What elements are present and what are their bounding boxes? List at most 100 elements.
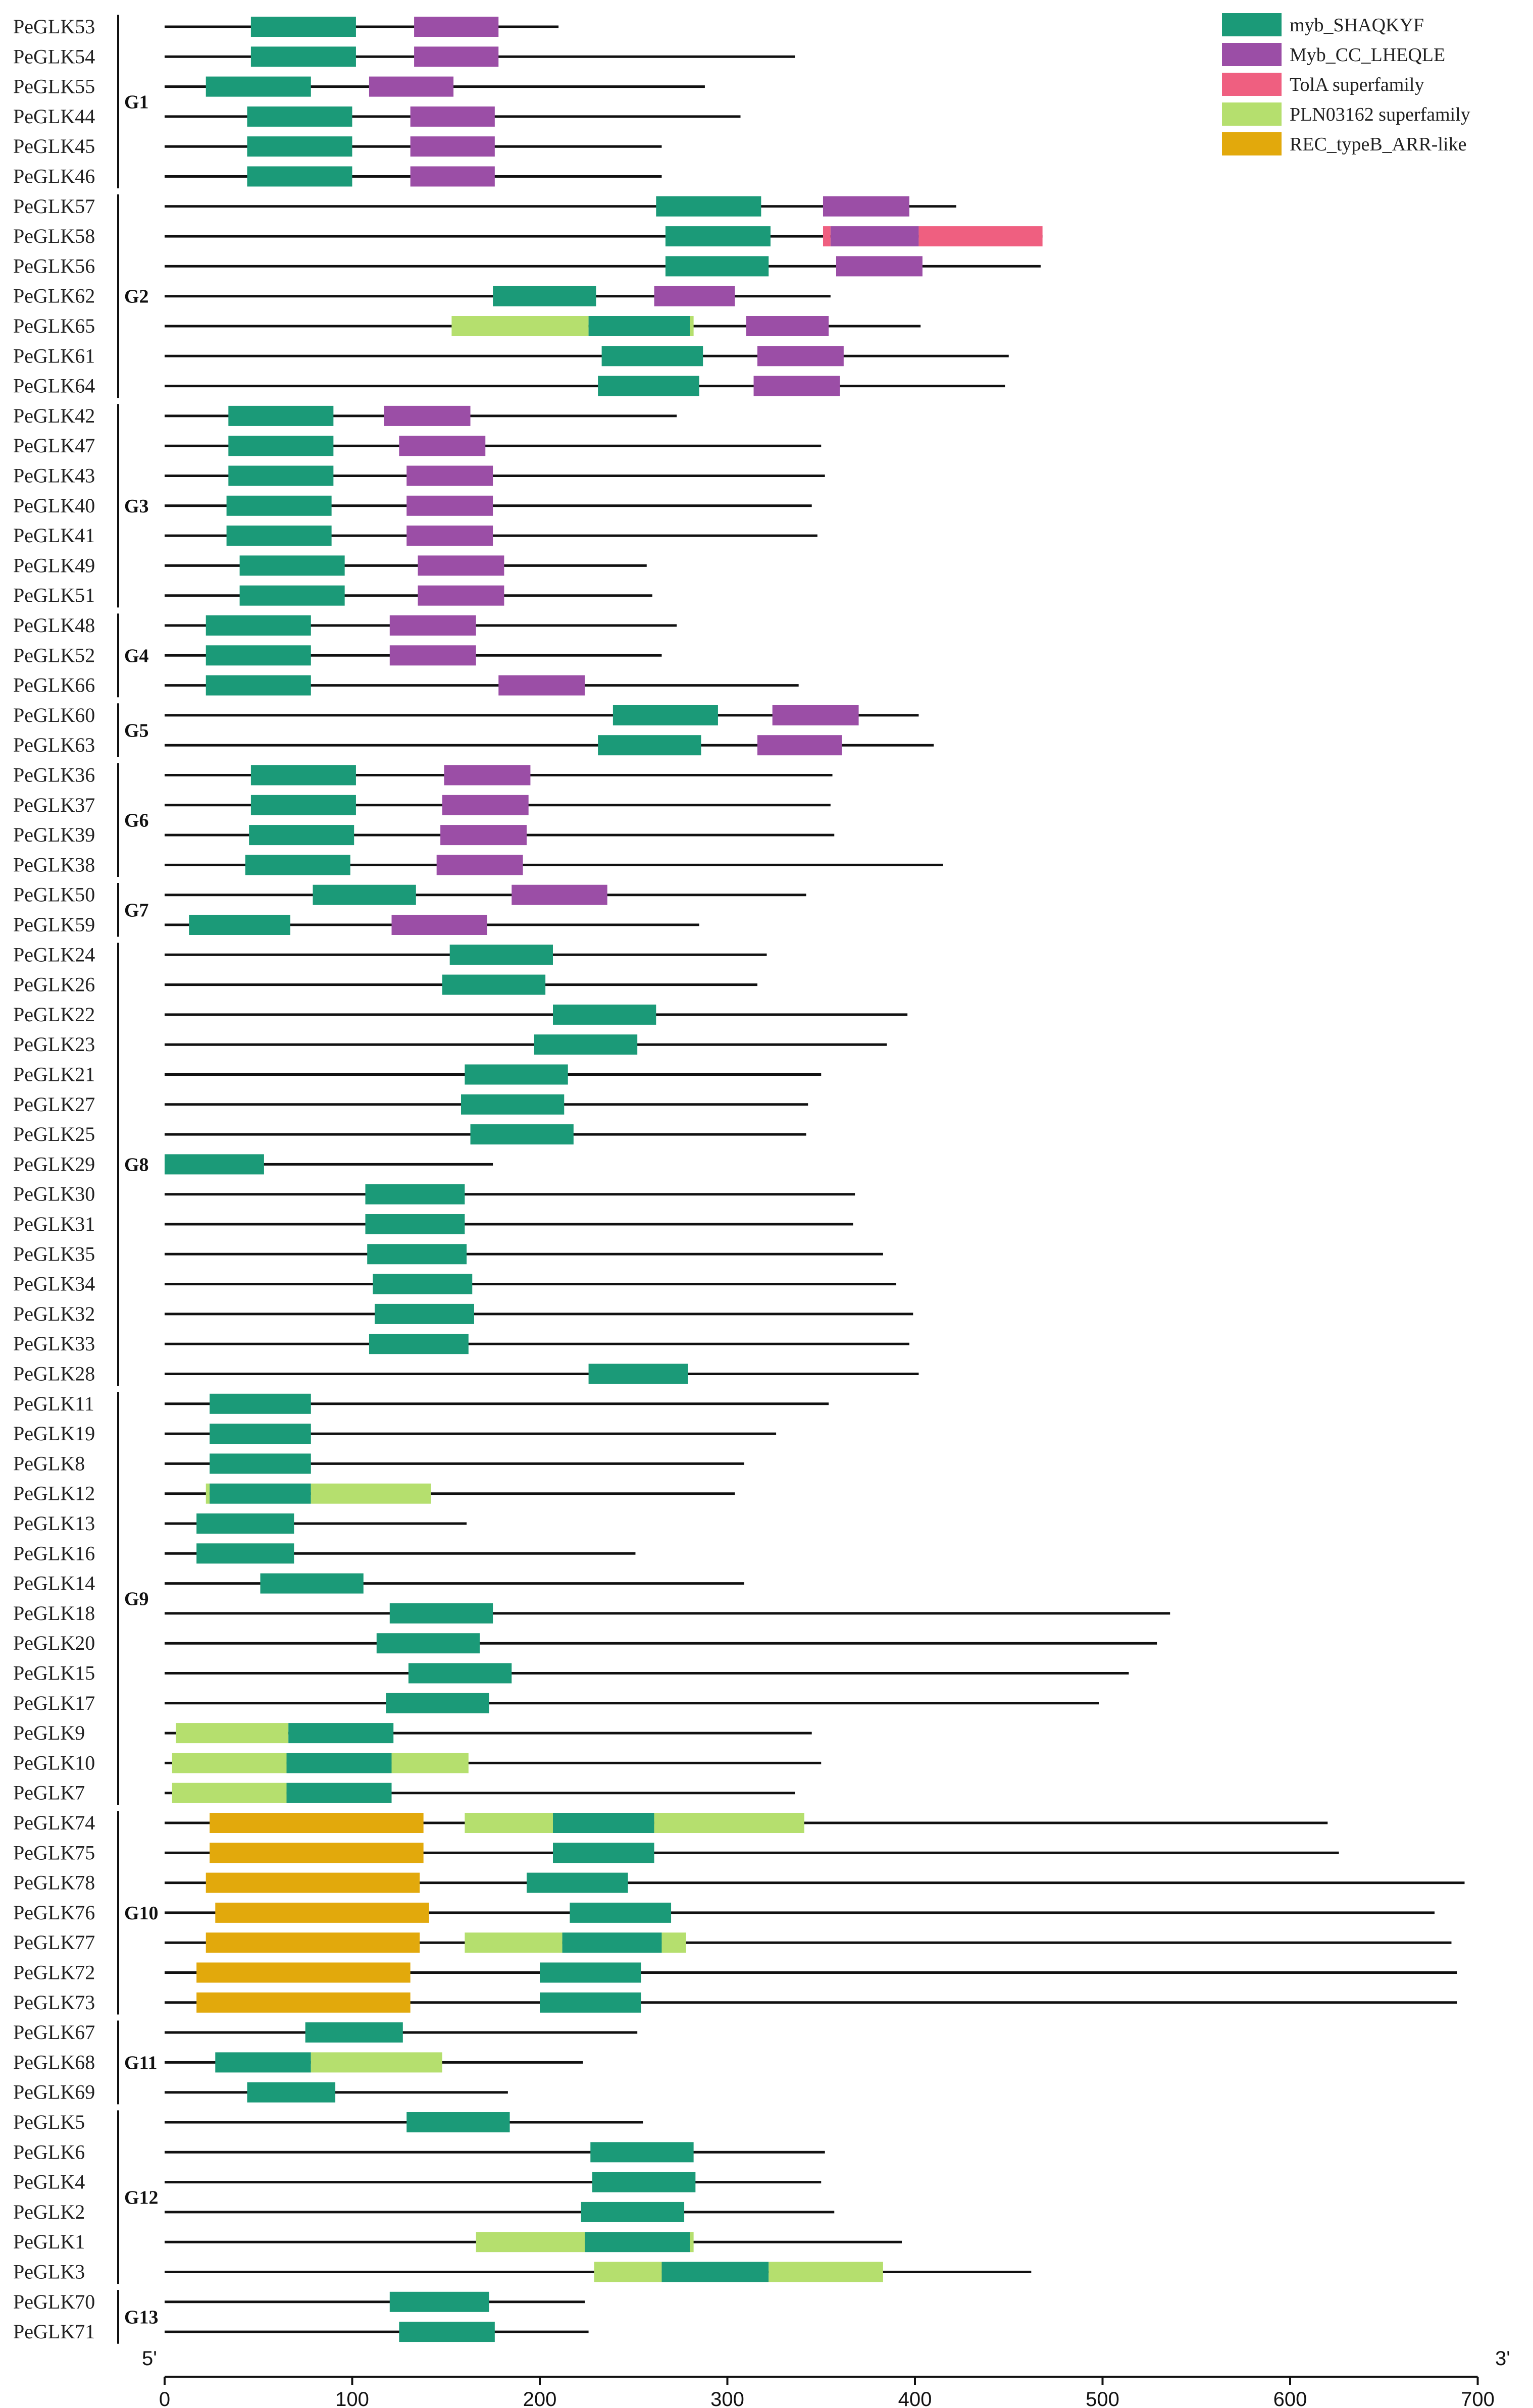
domain-bar-myb	[406, 2112, 510, 2132]
domain-bar-myb	[210, 1453, 311, 1474]
x-axis: 5' 3' 0 100 200 300 400 500 600 700	[142, 2347, 1510, 2408]
gene-row: PeGLK45	[13, 135, 662, 158]
gene-label: PeGLK48	[13, 614, 95, 637]
domain-bar-myb	[239, 585, 345, 606]
domain-bar-myb	[598, 376, 699, 396]
gene-label: PeGLK29	[13, 1153, 95, 1175]
gene-label: PeGLK76	[13, 1901, 95, 1924]
domain-bar-myb	[553, 1004, 656, 1025]
domain-bar-myb	[228, 436, 334, 456]
gene-label: PeGLK38	[13, 853, 95, 876]
gene-label: PeGLK56	[13, 254, 95, 277]
gene-label: PeGLK44	[13, 105, 95, 128]
gene-row: PeGLK23	[13, 1033, 887, 1056]
domain-bar-cc	[414, 17, 499, 37]
gene-row: PeGLK36	[13, 764, 833, 787]
gene-row: PeGLK12	[13, 1482, 735, 1505]
x-tick-label: 0	[159, 2388, 170, 2408]
domain-bar-cc	[369, 76, 454, 97]
group-bracket: G6	[117, 763, 149, 877]
gene-label: PeGLK53	[13, 15, 95, 38]
gene-row: PeGLK51	[13, 584, 652, 607]
domain-bar-cc	[512, 884, 607, 905]
gene-row: PeGLK48	[13, 614, 677, 637]
gene-row: PeGLK64	[13, 375, 1005, 397]
domain-bar-myb	[165, 1154, 264, 1175]
gene-label: PeGLK33	[13, 1332, 95, 1355]
domain-bar-pln	[311, 1483, 431, 1504]
group-label: G12	[124, 2187, 159, 2208]
gene-label: PeGLK3	[13, 2261, 85, 2283]
gene-label: PeGLK17	[13, 1692, 95, 1714]
group-bracket: G2	[117, 194, 149, 398]
domain-bar-pln	[690, 316, 694, 336]
domain-bar-myb	[588, 316, 690, 336]
gene-row: PeGLK37	[13, 794, 831, 816]
domain-bar-myb	[250, 765, 356, 786]
gene-label: PeGLK61	[13, 344, 95, 367]
domain-bar-cc	[418, 555, 504, 576]
domain-bar-cc	[418, 585, 504, 606]
axis-5prime-label: 5'	[142, 2347, 157, 2370]
domain-bar-myb	[247, 106, 352, 127]
gene-label: PeGLK31	[13, 1213, 95, 1235]
domain-bar-myb	[570, 1902, 672, 1923]
domain-bar-pln	[654, 1813, 804, 1833]
x-tick-label: 400	[898, 2388, 932, 2408]
domain-bar-myb	[585, 2232, 690, 2253]
group-bracket: G11	[117, 2020, 157, 2105]
domain-bar-myb	[247, 2082, 336, 2103]
domain-bar-myb	[592, 2172, 696, 2192]
domain-bar-myb	[562, 1932, 662, 1953]
gene-label: PeGLK35	[13, 1242, 95, 1265]
domain-bar-myb	[540, 1992, 641, 2013]
domain-bar-myb	[206, 76, 311, 97]
gene-label: PeGLK4	[13, 2171, 85, 2193]
legend-label: TolA superfamily	[1290, 74, 1424, 95]
gene-label: PeGLK64	[13, 375, 95, 397]
gene-row: PeGLK38	[13, 853, 943, 876]
gene-row: PeGLK41	[13, 524, 817, 547]
domain-bar-cc	[442, 795, 529, 815]
domain-bar-pln	[172, 1783, 287, 1803]
gene-label: PeGLK15	[13, 1662, 95, 1685]
domain-bar-myb	[196, 1513, 294, 1534]
gene-row: PeGLK26	[13, 973, 757, 996]
gene-row: PeGLK47	[13, 434, 822, 457]
gene-row: PeGLK74	[13, 1811, 1328, 1834]
domain-bar-cc	[654, 286, 735, 306]
group-bracket: G4	[117, 613, 149, 698]
domain-bar-cc	[757, 735, 842, 756]
gene-label: PeGLK45	[13, 135, 95, 158]
gene-row: PeGLK44	[13, 105, 741, 128]
domain-bar-myb	[389, 1603, 493, 1624]
gene-row: PeGLK46	[13, 165, 662, 188]
gene-label: PeGLK16	[13, 1542, 95, 1564]
gene-row: PeGLK69	[13, 2081, 508, 2104]
gene-label: PeGLK49	[13, 554, 95, 577]
domain-bar-myb	[206, 645, 311, 666]
x-tick-label: 300	[710, 2388, 744, 2408]
gene-row: PeGLK67	[13, 2021, 638, 2044]
legend-label: Myb_CC_LHEQLE	[1290, 44, 1445, 66]
domain-bar-myb	[369, 1334, 469, 1354]
gene-label: PeGLK27	[13, 1093, 95, 1116]
gene-row: PeGLK31	[13, 1213, 853, 1235]
gene-row: PeGLK13	[13, 1512, 467, 1535]
x-tick-label: 100	[335, 2388, 369, 2408]
domain-bar-myb	[365, 1214, 465, 1234]
gene-row: PeGLK2	[13, 2201, 835, 2223]
domain-bar-rec	[215, 1902, 429, 1923]
gene-row: PeGLK62	[13, 285, 831, 307]
gene-row: PeGLK71	[13, 2320, 589, 2343]
group-bracket: G10	[117, 1811, 159, 2015]
legend-item: Myb_CC_LHEQLE	[1222, 43, 1445, 66]
group-label: G2	[124, 286, 149, 307]
gene-row: PeGLK27	[13, 1093, 808, 1116]
gene-row: PeGLK76	[13, 1901, 1435, 1924]
domain-bar-cc	[757, 346, 844, 367]
group-bracket: G3	[117, 404, 149, 608]
domain-bar-cc	[410, 166, 495, 187]
gene-row: PeGLK14	[13, 1572, 744, 1595]
domain-bar-myb	[665, 256, 769, 277]
